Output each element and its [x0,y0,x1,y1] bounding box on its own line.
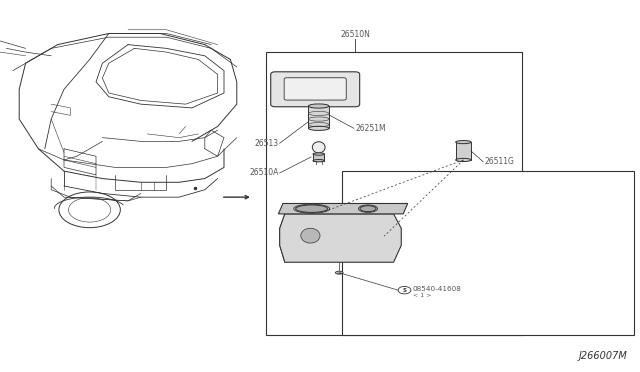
Bar [342,171,634,335]
Text: 26251M: 26251M [355,124,386,133]
Ellipse shape [308,126,329,131]
Text: 26513: 26513 [254,139,278,148]
Ellipse shape [335,271,343,274]
Text: 26510A: 26510A [249,169,278,177]
Text: 26511G: 26511G [484,157,515,166]
Text: < 1 >: < 1 > [413,293,431,298]
Text: J266007M: J266007M [579,351,627,361]
Bar [313,154,324,161]
Polygon shape [280,214,401,262]
Bar [266,52,522,335]
Ellipse shape [313,160,324,162]
Text: 08540-41608: 08540-41608 [413,286,461,292]
Bar [456,142,471,160]
Text: S: S [403,288,406,293]
Ellipse shape [360,206,376,212]
Text: 26510N: 26510N [340,30,370,39]
FancyBboxPatch shape [271,72,360,107]
Polygon shape [278,203,408,214]
Ellipse shape [456,158,471,161]
Ellipse shape [312,142,325,153]
FancyBboxPatch shape [284,78,346,100]
Ellipse shape [301,228,320,243]
Ellipse shape [308,104,329,108]
Ellipse shape [313,153,324,155]
Ellipse shape [296,205,328,212]
Bar [308,106,329,128]
Ellipse shape [456,141,471,144]
